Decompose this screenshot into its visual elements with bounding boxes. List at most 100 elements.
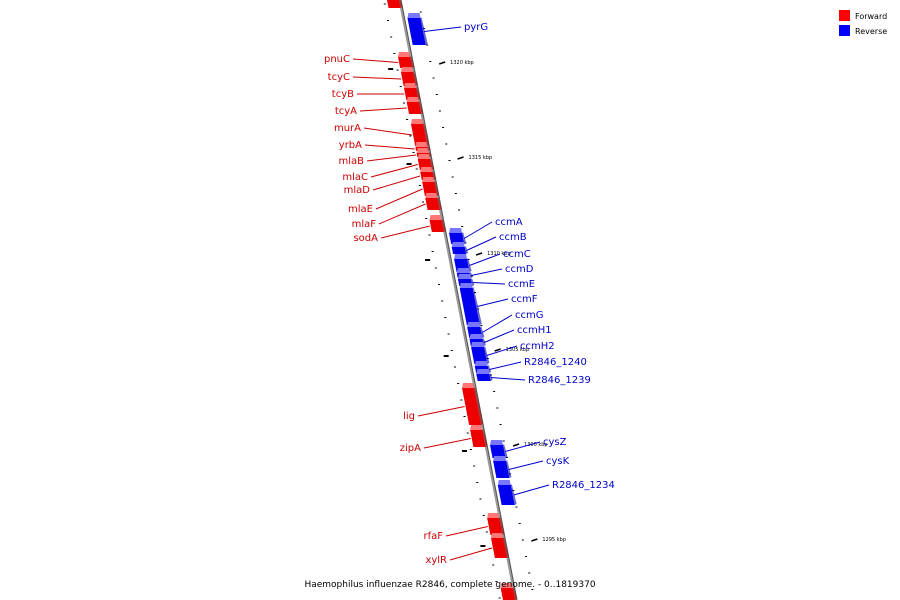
- gene-label-cysz: cysZ: [505, 437, 567, 452]
- gene-label-ccmh1: ccmH1: [484, 325, 552, 343]
- gene-label-mlab: mlaB: [338, 154, 417, 167]
- svg-text:pnuC: pnuC: [324, 54, 350, 65]
- major-tick: [494, 348, 501, 352]
- legend-forward-swatch: [839, 10, 850, 21]
- svg-text:tcyC: tcyC: [328, 72, 350, 83]
- major-tick: [475, 252, 483, 256]
- gene-label-r2846-1234: R2846_1234: [513, 480, 615, 496]
- gene-ccma: [449, 228, 467, 244]
- tick-label: 1300 kbp: [524, 442, 548, 448]
- svg-text:yrbA: yrbA: [339, 140, 362, 151]
- gene-label-mlaf: mlaF: [352, 203, 426, 230]
- major-tick: [457, 156, 464, 160]
- svg-text:pyrG: pyrG: [464, 22, 488, 33]
- gene-label-ccma: ccmA: [463, 217, 523, 239]
- svg-text:tcyA: tcyA: [335, 106, 357, 117]
- gene-ccmh2: [471, 342, 490, 364]
- svg-text:cysK: cysK: [546, 456, 570, 467]
- gene-top-partial: [387, 0, 403, 8]
- gene-label-tcya: tcyA: [335, 106, 407, 117]
- gene-tcya: [406, 97, 424, 114]
- gene-xylr: [491, 533, 509, 558]
- gene-label-r2846-1239: R2846_1239: [490, 375, 591, 386]
- svg-text:rfaF: rfaF: [423, 531, 443, 542]
- gene-ccmb: [451, 242, 469, 254]
- gene-label-mura: murA: [334, 123, 413, 136]
- legend: Forward Reverse: [839, 10, 887, 36]
- gene-bottom-partial: [500, 583, 517, 600]
- gene-rfaf: [487, 513, 505, 535]
- tick-label: 1305 kbp: [506, 347, 530, 353]
- legend-reverse-label: Reverse: [855, 27, 887, 36]
- gene-mlaf: [425, 193, 442, 210]
- gene-label-ccmf: ccmF: [477, 294, 538, 307]
- svg-text:sodA: sodA: [353, 233, 378, 244]
- gene-label-soda: sodA: [353, 225, 430, 244]
- tick-label: 1315 kbp: [469, 155, 493, 161]
- gene-soda: [429, 215, 446, 232]
- svg-text:ccmF: ccmF: [511, 294, 538, 305]
- gene-label-r2846-1240: R2846_1240: [489, 357, 587, 370]
- major-tick: [512, 443, 520, 447]
- gene-features: [387, 0, 517, 600]
- gene-tcyc: [400, 67, 418, 86]
- svg-text:tcyB: tcyB: [332, 89, 354, 100]
- svg-text:ccmD: ccmD: [505, 264, 534, 275]
- gene-label-yrba: yrbA: [339, 140, 415, 151]
- gene-label-ccmb: ccmB: [466, 232, 527, 251]
- gene-label-ccmc: ccmC: [469, 249, 531, 266]
- svg-text:mlaC: mlaC: [342, 172, 368, 183]
- gene-cysk: [493, 456, 512, 478]
- svg-text:mlaB: mlaB: [338, 156, 364, 167]
- gene-label-mlad: mlaD: [344, 175, 421, 196]
- gene-mura: [410, 119, 430, 146]
- gene-label-cysk: cysK: [508, 456, 570, 470]
- gene-label-rfaf: rfaF: [423, 526, 488, 542]
- gene-labels: pnuC tcyC tcyB tcyA murA yrbA mlaB mlaC mlaD mlaE…: [324, 22, 615, 566]
- svg-text:xylR: xylR: [425, 555, 447, 566]
- gene-label-ccme: ccmE: [472, 279, 535, 290]
- gene-label-tcyb: tcyB: [332, 89, 405, 100]
- gene-zipa: [470, 425, 488, 447]
- gene-r2846-1234: [497, 480, 517, 505]
- gene-label-lig: lig: [403, 406, 465, 422]
- gene-label-ccmh2: ccmH2: [486, 341, 555, 356]
- legend-forward-label: Forward: [855, 12, 887, 21]
- genome-backbone: [398, 0, 518, 600]
- legend-reverse-swatch: [839, 25, 850, 36]
- svg-text:mlaD: mlaD: [344, 185, 371, 196]
- gene-lig: [462, 383, 484, 425]
- svg-text:mlaF: mlaF: [352, 219, 377, 230]
- gene-label-zipa: zipA: [400, 438, 471, 454]
- gene-label-ccmg: ccmG: [482, 310, 544, 333]
- svg-text:murA: murA: [334, 123, 361, 134]
- svg-text:lig: lig: [403, 411, 415, 422]
- gene-r2846-1239: [476, 369, 493, 381]
- gene-label-pnuc: pnuC: [324, 54, 399, 65]
- gene-label-tcyc: tcyC: [328, 72, 402, 83]
- svg-text:cysZ: cysZ: [543, 437, 567, 448]
- svg-text:mlaE: mlaE: [348, 204, 373, 215]
- map-caption: Haemophilus influenzae R2846, complete g…: [304, 580, 595, 590]
- gene-label-pyrg: pyrG: [424, 22, 488, 33]
- svg-text:ccmA: ccmA: [495, 217, 523, 228]
- svg-text:ccmE: ccmE: [508, 279, 535, 290]
- svg-text:ccmC: ccmC: [503, 249, 531, 260]
- major-tick: [438, 61, 446, 65]
- major-tick: [531, 538, 538, 542]
- svg-text:ccmH1: ccmH1: [517, 325, 552, 336]
- gene-label-mlae: mlaE: [348, 188, 423, 215]
- svg-text:ccmB: ccmB: [499, 232, 527, 243]
- svg-text:R2846_1234: R2846_1234: [552, 480, 615, 491]
- gene-pnuc: [398, 52, 415, 68]
- svg-text:zipA: zipA: [400, 443, 421, 454]
- gene-mlae: [422, 177, 439, 196]
- svg-text:ccmH2: ccmH2: [520, 341, 555, 352]
- svg-text:ccmG: ccmG: [515, 310, 544, 321]
- svg-text:R2846_1239: R2846_1239: [528, 375, 591, 386]
- tick-label: 1295 kbp: [542, 537, 566, 543]
- gene-label-ccmd: ccmD: [471, 264, 534, 276]
- gene-label-xylr: xylR: [425, 547, 493, 566]
- tick-label: 1320 kbp: [450, 60, 474, 66]
